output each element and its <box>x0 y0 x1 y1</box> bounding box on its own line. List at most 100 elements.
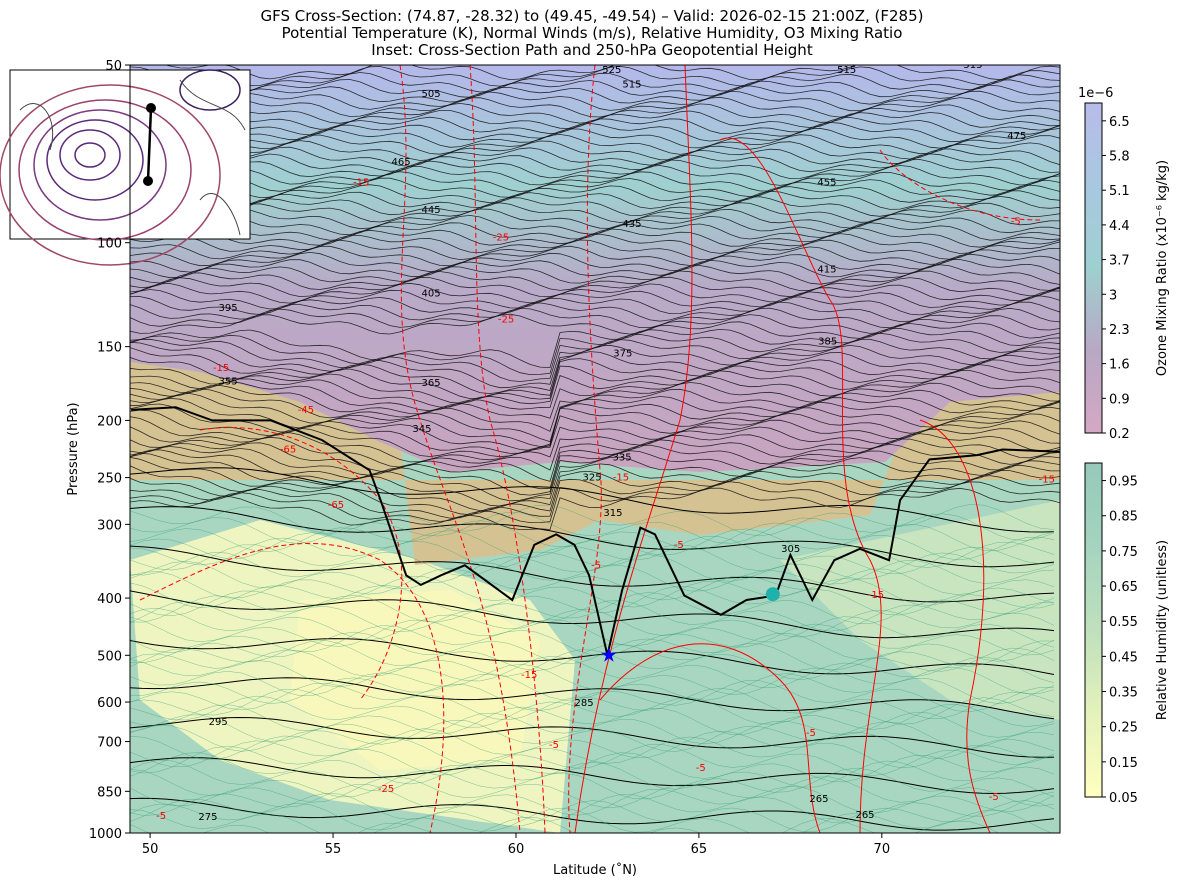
plot-frame <box>129 64 1061 834</box>
theta-contour <box>130 716 1055 758</box>
rh-contour <box>130 695 1055 728</box>
theta-contour <box>130 313 1060 335</box>
theta-contour <box>130 369 1060 412</box>
theta-label: 475 <box>1007 131 1026 142</box>
theta-contour <box>130 475 1060 519</box>
rh-contour <box>130 511 1055 544</box>
x-tick-label: 55 <box>325 842 342 857</box>
rh-contour <box>130 776 1055 809</box>
theta-contour <box>130 487 1060 530</box>
theta-label: 435 <box>622 219 641 230</box>
theta-contour <box>130 245 1060 267</box>
x-axis-label: Latitude (˚N) <box>553 862 637 878</box>
wind-label: -15 <box>521 670 537 681</box>
theta-contour <box>130 208 1060 230</box>
theta-label: 275 <box>198 812 217 823</box>
theta-contour <box>130 115 1060 136</box>
theta-label: 505 <box>422 89 441 100</box>
rh-contour <box>130 791 1055 824</box>
rh-contour <box>130 608 1055 641</box>
theta-label: 515 <box>837 65 856 76</box>
colorbar-label: Relative Humidity (unitless) <box>1155 540 1170 720</box>
x-tick-label: 50 <box>142 842 159 857</box>
theta-contour <box>130 251 1060 273</box>
theta-label: 385 <box>818 336 837 347</box>
wind-label: -65 <box>280 444 296 455</box>
colorbar-tick-label: 0.05 <box>1109 791 1138 806</box>
theta-label: 345 <box>412 424 431 435</box>
theta-label: 525 <box>602 65 621 76</box>
y-tick-label: 1000 <box>89 827 122 842</box>
theta-label: 445 <box>422 205 441 216</box>
theta-contour <box>130 96 1060 118</box>
rh-contour <box>130 744 1055 776</box>
inset-map <box>0 69 251 266</box>
colorbar-tick-label: 0.65 <box>1109 580 1138 595</box>
theta-contour <box>130 426 1060 471</box>
theta-contour <box>130 463 1060 512</box>
wind-label: -45 <box>298 405 314 416</box>
wind-label: -15 <box>1039 475 1055 486</box>
theta-contour <box>130 438 1060 490</box>
rh-contour <box>130 631 1055 664</box>
circle-marker <box>765 587 780 602</box>
rh-contour <box>130 551 1055 584</box>
theta-label: 395 <box>219 303 238 314</box>
theta-label: 285 <box>574 698 593 709</box>
theta-contour <box>130 270 1060 292</box>
theta-contour <box>130 122 1060 143</box>
theta-label: 315 <box>603 508 622 519</box>
rh-contour <box>130 576 1055 609</box>
x-tick-label: 60 <box>508 842 525 857</box>
theta-contour <box>130 282 1060 304</box>
theta-contour <box>130 757 1055 795</box>
y-tick-label: 200 <box>97 414 122 429</box>
rh-contour <box>130 504 1055 537</box>
theta-contour <box>130 295 1060 316</box>
wind-label: -5 <box>591 560 601 571</box>
theta-contour <box>130 276 1060 298</box>
theta-label: 405 <box>422 289 441 300</box>
theta-contour <box>130 382 1060 432</box>
colorbar-tick-label: 0.9 <box>1109 392 1130 407</box>
rh-contour <box>130 599 1055 632</box>
theta-contour <box>130 102 1060 124</box>
y-axis-label: Pressure (hPa) <box>66 402 81 495</box>
theta-label: 375 <box>613 348 632 359</box>
theta-label: 415 <box>817 264 836 275</box>
theta-contour <box>130 190 1060 210</box>
colorbar-label: Ozone Mixing Ratio (x10⁻⁶ kg/kg) <box>1155 160 1170 376</box>
rh-contour <box>130 767 1055 800</box>
rh-contour <box>130 592 1055 624</box>
y-tick-label: 150 <box>97 341 122 356</box>
rh-contour <box>130 800 1055 832</box>
star-marker <box>601 647 617 662</box>
wind-label: -5 <box>806 728 816 739</box>
theta-label: 465 <box>392 157 411 168</box>
theta-contour <box>130 301 1060 323</box>
title: Potential Temperature (K), Normal Winds … <box>282 24 903 42</box>
field-background <box>130 65 1060 833</box>
x-tick-label: 70 <box>874 842 891 857</box>
colorbar-tick-label: 0.45 <box>1109 650 1138 665</box>
theta-contour <box>130 481 1060 524</box>
theta-contour <box>130 327 1060 376</box>
theta-contour <box>130 65 1060 87</box>
colorbar-tick-label: 6.5 <box>1109 115 1130 130</box>
colorbar-tick-label: 3.7 <box>1109 254 1130 269</box>
y-tick-label: 300 <box>97 518 122 533</box>
wind-label: -25 <box>498 315 514 326</box>
colorbar-offset: 1e−6 <box>1078 86 1113 101</box>
wind-label: -15 <box>353 177 369 188</box>
theta-contour <box>130 233 1060 254</box>
y-tick-label: 400 <box>97 592 122 607</box>
theta-label: 305 <box>781 544 800 555</box>
colorbar-tick-label: 0.15 <box>1109 756 1138 771</box>
wind-label: -5 <box>1011 216 1021 227</box>
theta-contour <box>130 146 1060 167</box>
wind-label: -5 <box>696 763 706 774</box>
rh-contour <box>130 520 1055 552</box>
theta-contour <box>130 79 1060 99</box>
title: Inset: Cross-Section Path and 250-hPa Ge… <box>371 41 813 59</box>
theta-label: 365 <box>422 378 441 389</box>
